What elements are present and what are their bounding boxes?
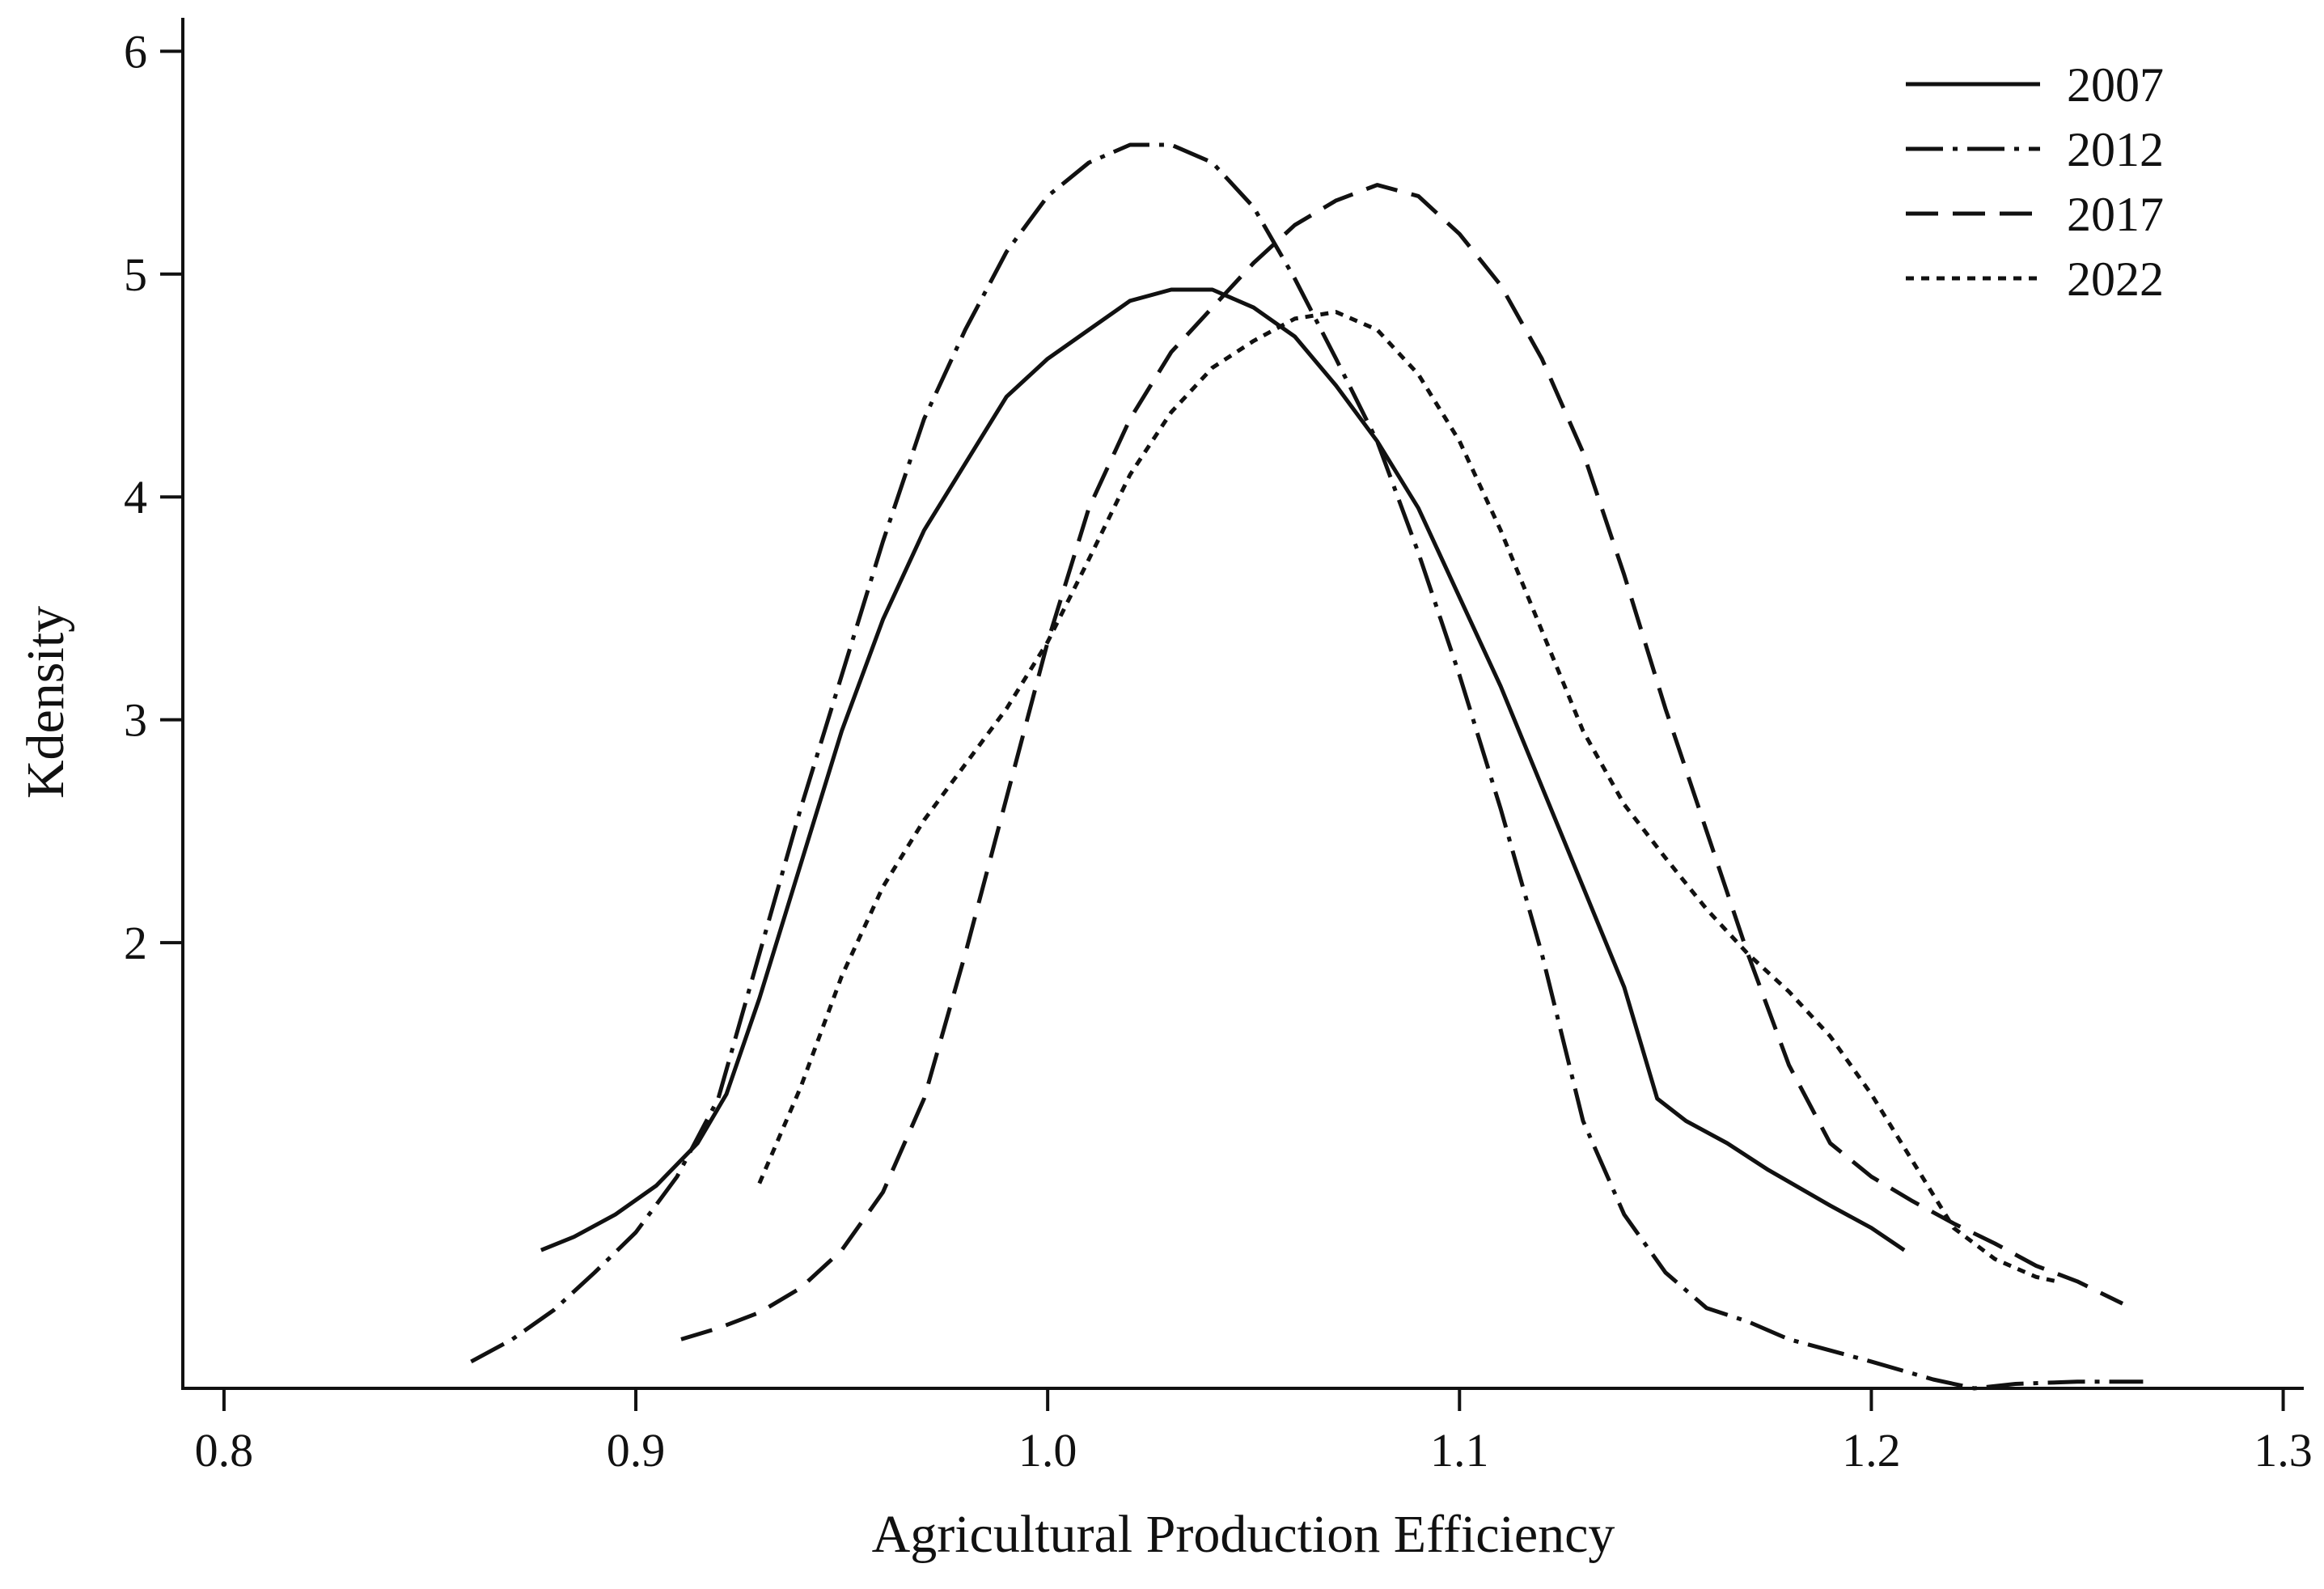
legend-label-2017: 2017 (2067, 188, 2164, 241)
series-line-2007 (540, 287, 1906, 1252)
legend-label-2022: 2022 (2067, 252, 2164, 306)
legend-label-2012: 2012 (2067, 123, 2164, 176)
y-tick-label: 5 (124, 248, 147, 301)
x-tick-label: 1.0 (1018, 1424, 1077, 1477)
x-tick-label: 1.2 (1842, 1424, 1901, 1477)
legend: 2007 2012 2017 2022 (1906, 58, 2164, 306)
x-ticks: 0.8 0.9 1.0 1.1 1.2 1.3 (195, 1388, 2313, 1477)
y-tick-label: 2 (124, 917, 147, 969)
series-line-2012 (470, 142, 2144, 1391)
y-tick-label: 3 (124, 694, 147, 747)
y-axis-title: Kdensity (16, 606, 75, 799)
plot-area: 0.8 0.9 1.0 1.1 1.2 1.3 2 3 4 5 6 (124, 18, 2313, 1477)
y-ticks: 2 3 4 5 6 (124, 25, 183, 969)
series-line-2017 (680, 183, 2124, 1341)
series-line-2022 (757, 310, 2058, 1284)
y-tick-label: 6 (124, 25, 147, 78)
x-tick-label: 0.9 (607, 1424, 666, 1477)
x-tick-label: 0.8 (195, 1424, 254, 1477)
x-tick-label: 1.1 (1430, 1424, 1489, 1477)
density-curves (470, 142, 2144, 1391)
x-axis-title: Agricultural Production Efficiency (872, 1505, 1615, 1564)
y-tick-label: 4 (124, 471, 147, 523)
legend-label-2007: 2007 (2067, 58, 2164, 112)
x-tick-label: 1.3 (2254, 1424, 2313, 1477)
